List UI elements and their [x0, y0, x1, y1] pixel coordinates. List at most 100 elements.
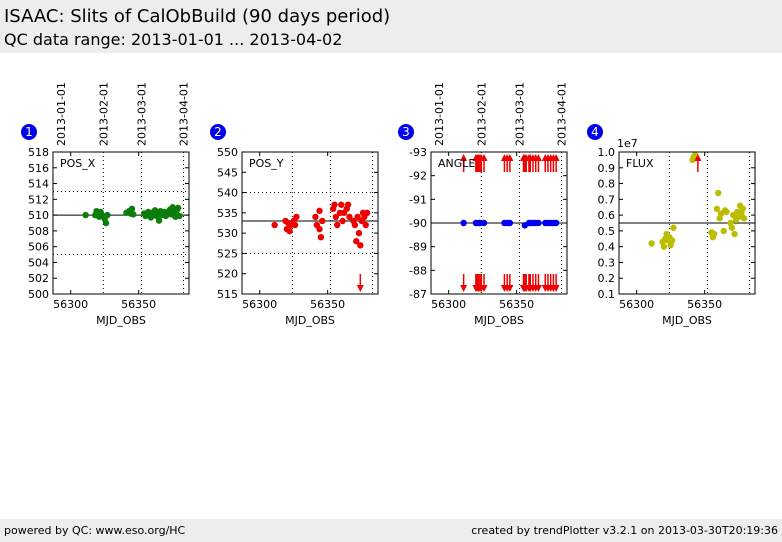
y-tick-label: -89 — [409, 241, 427, 254]
y-tick-label: 0.5 — [598, 225, 616, 238]
data-point — [317, 234, 325, 241]
data-point — [362, 221, 369, 229]
y-tick-label: 520 — [217, 268, 238, 281]
out-of-range-arrowhead-down — [356, 285, 364, 292]
data-point — [660, 243, 668, 250]
data-point — [357, 242, 364, 249]
out-of-range-arrowhead-up — [460, 154, 468, 161]
data-point — [711, 230, 718, 238]
panel-label: ANGLE — [438, 157, 475, 170]
out-of-range-arrowhead-down — [534, 285, 542, 292]
plot-frame — [52, 151, 190, 295]
out-of-range-arrowhead-down — [552, 285, 560, 292]
out-of-range-arrowhead-up — [552, 154, 560, 161]
panel-label: POS_Y — [249, 157, 284, 170]
data-points — [460, 219, 560, 229]
data-point — [176, 212, 183, 220]
y-tick-label: 0.6 — [598, 209, 616, 222]
chart-panel-pos_x: 1 500 502 504 506 508 510 512 514 516 518 56300 5635… — [21, 82, 191, 327]
plot-frame — [241, 151, 379, 295]
data-point — [82, 211, 89, 219]
y-tick-label: 500 — [28, 288, 49, 301]
y-tick-label: 525 — [217, 247, 238, 260]
chart-panel-pos_y: 2 515 520 525 530 535 540 545 550 56300 56350 MJD_O… — [210, 124, 379, 327]
y-tick-label: 0.7 — [598, 193, 616, 206]
y-tick-label: 514 — [28, 178, 49, 191]
panel-badge-number: 4 — [591, 125, 599, 139]
y-tick-label: 518 — [28, 146, 49, 159]
out-of-range-arrowhead-down — [460, 285, 468, 292]
data-point — [363, 209, 371, 217]
data-point — [720, 227, 727, 235]
panel-label: POS_X — [60, 157, 96, 170]
x-axis-label: MJD_OBS — [96, 314, 146, 327]
y-tick-label: -87 — [409, 288, 427, 301]
date-tick-label: 2013-03-01 — [513, 82, 526, 146]
y-tick-label: 0.4 — [598, 241, 616, 254]
y-tick-label: 1.0 — [598, 146, 616, 159]
out-of-range-arrowhead-up — [480, 154, 488, 161]
panel-badge-number: 1 — [25, 125, 33, 139]
panel-badge-number: 3 — [402, 125, 410, 139]
out-of-range-arrowhead-up — [534, 154, 542, 161]
data-point — [506, 219, 514, 227]
footer-credit: powered by QC: www.eso.org/HC — [4, 524, 186, 537]
date-tick-label: 2013-02-01 — [97, 82, 110, 146]
data-point — [312, 213, 319, 221]
data-point — [668, 237, 676, 244]
data-point — [648, 240, 655, 247]
panel-badge — [210, 124, 226, 140]
panel-badge — [587, 124, 603, 140]
x-tick-label: 56350 — [499, 298, 534, 311]
y-tick-label: 504 — [28, 256, 49, 269]
data-point — [102, 219, 110, 227]
x-tick-label: 56350 — [687, 298, 722, 311]
data-point — [731, 230, 738, 238]
data-point — [293, 213, 300, 221]
out-of-range-arrowhead-down — [506, 285, 514, 292]
y-tick-label: 508 — [28, 225, 49, 238]
data-point — [728, 224, 736, 231]
x-axis-label: MJD_OBS — [285, 314, 335, 327]
data-point — [155, 217, 163, 224]
chart-panel-flux: 4 0.1 0.2 0.3 0.4 0.5 0.6 0.7 0.8 0.9 1.0 56300 5635… — [587, 124, 756, 327]
date-tick-label: 2013-04-01 — [556, 82, 569, 146]
data-point — [331, 201, 338, 208]
data-point — [319, 217, 326, 225]
data-point — [535, 219, 542, 227]
data-points — [271, 201, 371, 249]
data-points — [648, 152, 748, 250]
data-point — [104, 211, 111, 219]
panel-badge — [21, 124, 37, 140]
panel-label: FLUX — [626, 157, 654, 170]
x-tick-label: 56300 — [242, 298, 277, 311]
x-tick-label: 56300 — [619, 298, 654, 311]
data-points — [82, 204, 183, 227]
data-point — [344, 201, 352, 208]
out-of-range-arrowhead-down — [480, 285, 488, 292]
date-tick-label: 2013-04-01 — [178, 82, 191, 146]
data-point — [354, 213, 361, 221]
data-point — [353, 238, 360, 245]
y-tick-label: -90 — [409, 217, 427, 230]
data-point — [339, 217, 346, 225]
plot-frame — [618, 151, 756, 295]
y-tick-label: -92 — [409, 170, 427, 183]
data-point — [128, 205, 136, 212]
y-tick-label: 540 — [217, 187, 238, 200]
data-point — [713, 205, 721, 212]
scale-label: 1e7 — [617, 137, 638, 150]
data-point — [338, 201, 345, 208]
page-subtitle: QC data range: 2013-01-01 ... 2013-04-02 — [4, 30, 343, 49]
data-point — [480, 219, 488, 227]
data-point — [723, 208, 730, 216]
y-tick-label: 530 — [217, 227, 238, 240]
x-tick-label: 56350 — [310, 298, 345, 311]
x-tick-label: 56300 — [431, 298, 466, 311]
data-point — [739, 205, 746, 212]
data-point — [552, 219, 560, 227]
data-point — [271, 221, 278, 229]
y-tick-label: 545 — [217, 166, 238, 179]
y-tick-label: 0.8 — [598, 178, 616, 191]
